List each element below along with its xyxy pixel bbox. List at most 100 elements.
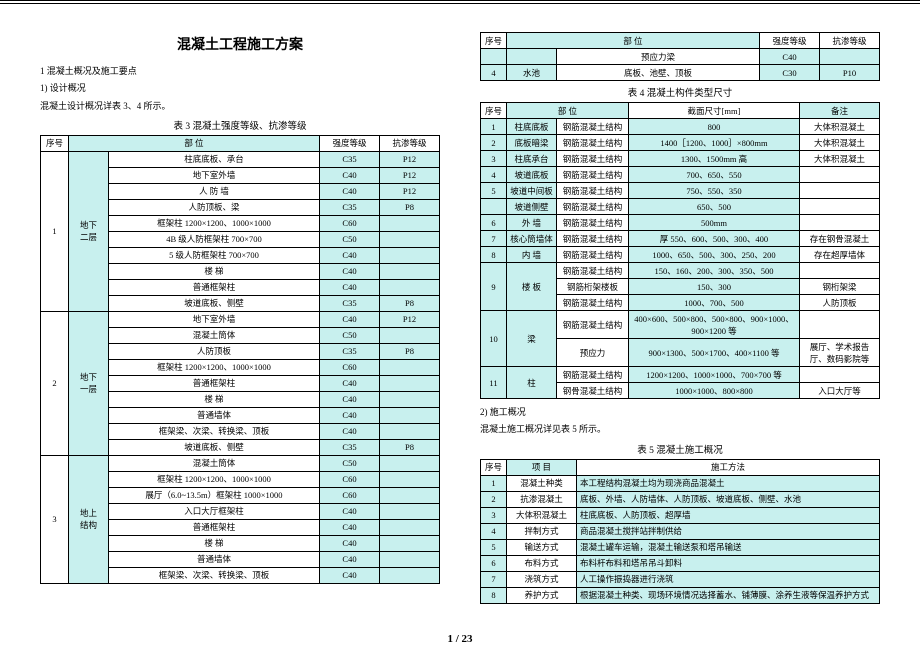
t3-row-perm bbox=[380, 375, 440, 391]
t4-sub-struct: 钢筋桁架楼板 bbox=[557, 279, 629, 295]
t3-row-perm: P12 bbox=[380, 183, 440, 199]
t4-cell-dim: 1000、650、500、300、250、200 bbox=[629, 247, 800, 263]
t4-cell-struct: 钢筋混凝土结构 bbox=[557, 215, 629, 231]
t4-sub-struct: 钢筋混凝土结构 bbox=[557, 295, 629, 311]
t3-row-perm bbox=[380, 359, 440, 375]
t4-cell-part: 柱底底板 bbox=[507, 119, 557, 135]
t3-row-strength: C35 bbox=[320, 439, 380, 455]
t3-row-strength: C50 bbox=[320, 455, 380, 471]
t3-row-strength: C60 bbox=[320, 215, 380, 231]
t4-cell-part: 内 墙 bbox=[507, 247, 557, 263]
t5-h-method: 施工方法 bbox=[577, 459, 880, 475]
t4-cell-struct: 钢筋混凝土结构 bbox=[557, 199, 629, 215]
t3-group-label: 地下 二层 bbox=[69, 151, 109, 311]
t3-row-perm bbox=[380, 327, 440, 343]
t5-row-item: 浇筑方式 bbox=[507, 571, 577, 587]
t4-h-idx: 序号 bbox=[481, 103, 507, 119]
t5-row-idx: 5 bbox=[481, 539, 507, 555]
t3-row-perm bbox=[380, 551, 440, 567]
t4-cell-dim: 厚 550、600、500、300、400 bbox=[629, 231, 800, 247]
t3-group-idx: 1 bbox=[41, 151, 69, 311]
table-top-right: 序号 部 位 强度等级 抗渗等级 预应力梁 C40 4 水池 底板、池壁、顶板 bbox=[480, 32, 880, 81]
t5-row-method: 本工程结构混凝土均为现浇商品混凝土 bbox=[577, 475, 880, 491]
t5-row-method: 商品混凝土搅拌站拌制供给 bbox=[577, 523, 880, 539]
t4-cell-struct: 钢筋混凝土结构 bbox=[557, 247, 629, 263]
t3-row-name: 柱底底板、承台 bbox=[109, 151, 320, 167]
t4-cell-idx: 2 bbox=[481, 135, 507, 151]
ttop-r1-a: 水池 bbox=[507, 65, 557, 81]
t3-row-perm: P8 bbox=[380, 199, 440, 215]
t4-sub-dim: 150、160、200、300、350、500 bbox=[629, 263, 800, 279]
ttop-r0-p bbox=[820, 49, 880, 65]
t3-row-perm: P12 bbox=[380, 151, 440, 167]
t4-sub-struct: 钢筋混凝土结构 bbox=[557, 263, 629, 279]
t3-row-perm bbox=[380, 263, 440, 279]
t5-row-item: 混凝土种类 bbox=[507, 475, 577, 491]
t4-cell-note: 大体积混凝土 bbox=[800, 119, 880, 135]
t4-cell-note: 大体积混凝土 bbox=[800, 135, 880, 151]
t5-row-item: 抗渗混凝土 bbox=[507, 491, 577, 507]
t5-row-method: 底板、外墙、人防墙体、人防顶板、坡道底板、侧壁、水池 bbox=[577, 491, 880, 507]
t3-row-name: 坡道底板、侧壁 bbox=[109, 295, 320, 311]
t3-row-perm: P8 bbox=[380, 439, 440, 455]
t4-cell-part: 坡道底板 bbox=[507, 167, 557, 183]
t3-row-perm: P12 bbox=[380, 167, 440, 183]
t3-row-perm: P12 bbox=[380, 311, 440, 327]
t3-row-name: 普通框架柱 bbox=[109, 279, 320, 295]
t4-cell-part: 外 墙 bbox=[507, 215, 557, 231]
t3-row-name: 4B 级人防框架柱 700×700 bbox=[109, 231, 320, 247]
t4-sub-note: 人防顶板 bbox=[800, 295, 880, 311]
t3-row-strength: C35 bbox=[320, 295, 380, 311]
t5-row-idx: 8 bbox=[481, 587, 507, 603]
t4-sub-dim: 150、300 bbox=[629, 279, 800, 295]
t3-row-strength: C40 bbox=[320, 423, 380, 439]
ttop-h-str: 强度等级 bbox=[760, 33, 820, 49]
t3-row-strength: C40 bbox=[320, 311, 380, 327]
t3-row-strength: C40 bbox=[320, 551, 380, 567]
t3-row-strength: C40 bbox=[320, 519, 380, 535]
mid-line-1: 2) 施工概况 bbox=[480, 405, 880, 420]
t4-cell-note: 大体积混凝土 bbox=[800, 151, 880, 167]
t3-row-name: 坡道底板、侧壁 bbox=[109, 439, 320, 455]
t4-cell-note bbox=[800, 183, 880, 199]
t5-row-item: 拌制方式 bbox=[507, 523, 577, 539]
t3-row-strength: C40 bbox=[320, 567, 380, 583]
t3-row-name: 框架柱 1200×1200、1000×1000 bbox=[109, 471, 320, 487]
t3-row-name: 普通框架柱 bbox=[109, 519, 320, 535]
t3-row-name: 普通墙体 bbox=[109, 551, 320, 567]
t3-group-label: 地下 一层 bbox=[69, 311, 109, 455]
t4-cell-dim: 1400［1200、1000］×800mm bbox=[629, 135, 800, 151]
t3-row-strength: C40 bbox=[320, 391, 380, 407]
t4-h-note: 备注 bbox=[800, 103, 880, 119]
ttop-r0-a bbox=[507, 49, 557, 65]
t4-sub-dim: 400×600、500×800、500×800、900×1000、900×120… bbox=[629, 311, 800, 339]
t4-cell-idx: 6 bbox=[481, 215, 507, 231]
t3-row-strength: C50 bbox=[320, 327, 380, 343]
t3-row-strength: C60 bbox=[320, 359, 380, 375]
t4-cell-struct: 钢筋混凝土结构 bbox=[557, 135, 629, 151]
t5-row-method: 布料杆布料和塔吊吊斗卸料 bbox=[577, 555, 880, 571]
t3-row-name: 入口大厅框架柱 bbox=[109, 503, 320, 519]
t3-row-perm bbox=[380, 279, 440, 295]
t5-row-idx: 4 bbox=[481, 523, 507, 539]
t3-row-strength: C40 bbox=[320, 183, 380, 199]
t5-row-item: 养护方式 bbox=[507, 587, 577, 603]
t3-h-strength: 强度等级 bbox=[320, 135, 380, 151]
t4-cell-struct: 钢筋混凝土结构 bbox=[557, 151, 629, 167]
t4-sub-struct: 钢骨混凝土结构 bbox=[557, 383, 629, 399]
t3-row-perm bbox=[380, 215, 440, 231]
t4-cell-idx: 3 bbox=[481, 151, 507, 167]
table4-caption: 表 4 混凝土构件类型尺寸 bbox=[480, 85, 880, 99]
t4-sub-note: 钢桁架梁 bbox=[800, 279, 880, 295]
t3-row-name: 框架梁、次梁、转换梁、顶板 bbox=[109, 567, 320, 583]
t3-row-perm bbox=[380, 567, 440, 583]
t5-row-method: 根据混凝土种类、现场环境情况选择蓄水、铺薄膜、涂养生液等保温养护方式 bbox=[577, 587, 880, 603]
t3-row-perm bbox=[380, 487, 440, 503]
ttop-r0-idx bbox=[481, 49, 507, 65]
table4: 序号 部 位 截面尺寸[mm] 备注 1柱底底板钢筋混凝土结构800大体积混凝土… bbox=[480, 102, 880, 399]
ttop-h-part: 部 位 bbox=[507, 33, 760, 49]
t5-row-method: 人工操作振捣器进行浇筑 bbox=[577, 571, 880, 587]
t4-sub-note bbox=[800, 311, 880, 339]
ttop-h-perm: 抗渗等级 bbox=[820, 33, 880, 49]
t5-h-idx: 序号 bbox=[481, 459, 507, 475]
